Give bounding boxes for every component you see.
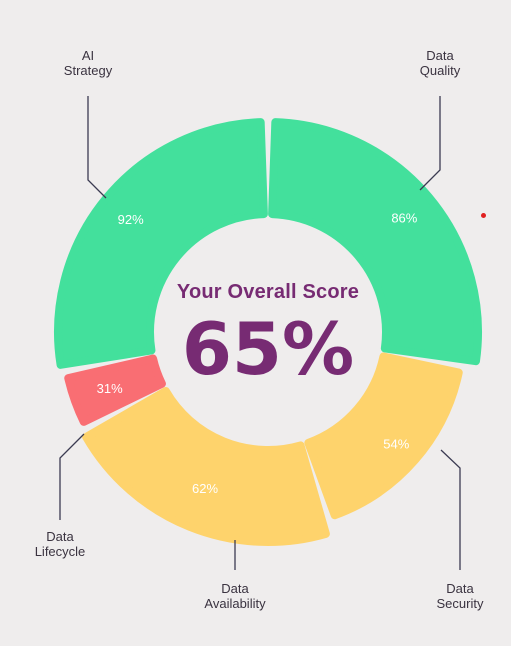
segment-data-lifecycle <box>64 354 166 426</box>
label-data-quality: Data Quality <box>419 48 461 78</box>
leader-line-data-lifecycle <box>59 433 85 520</box>
overall-score-value: 65% <box>181 307 355 391</box>
value-label-data-lifecycle: 31% <box>97 381 123 396</box>
leader-line-ai-strategy <box>87 96 107 199</box>
leader-line-data-quality <box>419 96 441 191</box>
segment-data-quality <box>268 118 482 366</box>
red-dot-marker <box>481 213 486 218</box>
label-data-lifecycle: Data Lifecycle <box>34 529 86 559</box>
label-ai-strategy: AI Strategy <box>63 48 113 78</box>
value-label-data-quality: 86% <box>391 211 417 226</box>
segment-data-security <box>304 352 463 520</box>
value-label-data-availability: 62% <box>192 481 218 496</box>
label-data-security: Data Security <box>436 581 484 611</box>
leader-line-data-security <box>440 449 461 570</box>
segment-ai-strategy <box>54 118 268 369</box>
value-label-data-security: 54% <box>383 437 409 452</box>
overall-score-title: Your Overall Score <box>176 281 360 303</box>
value-label-ai-strategy: 92% <box>118 212 144 227</box>
segment-data-availability <box>82 387 330 546</box>
label-data-availability: Data Availability <box>204 581 266 611</box>
